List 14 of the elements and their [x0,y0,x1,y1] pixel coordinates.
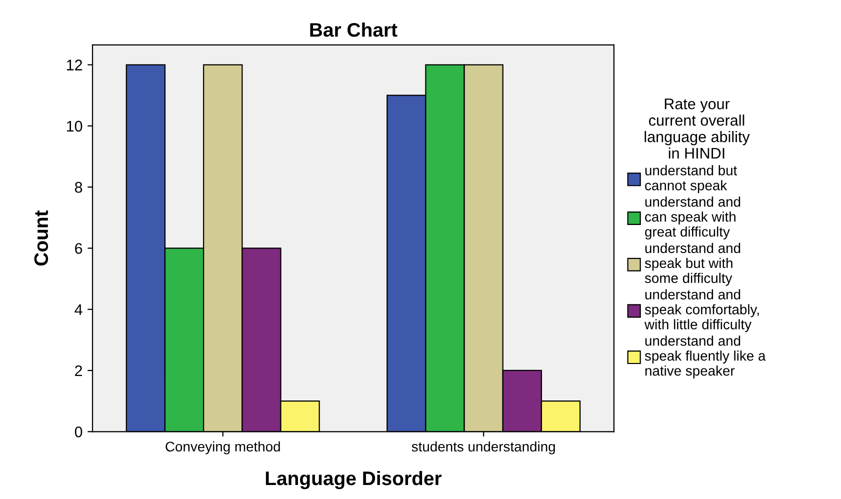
y-tick-label: 12 [66,60,82,70]
legend-title: Rate your current overall language ability in HINDI [644,98,750,159]
y-tick-label: 6 [75,243,82,254]
y-tick-label: 2 [75,365,82,376]
y-tick-label: 0 [74,426,82,438]
y-tick-label: 4 [74,304,82,315]
legend-label: understand and speak fluently like a native speaker [644,336,766,378]
y-axis-title: Count [34,210,48,266]
y-tick-label: 10 [66,120,82,132]
x-tick-label: students understanding [412,441,555,454]
chart-title: Bar Chart [310,22,398,37]
y-tick-label: 8 [74,182,82,193]
x-tick-label: Conveying method [166,441,280,454]
x-axis-title: Language Disorder [266,470,442,490]
